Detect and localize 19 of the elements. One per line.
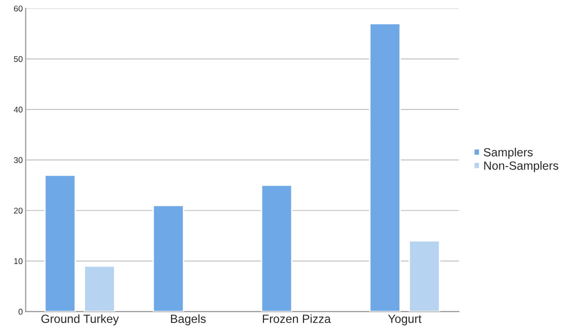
bar <box>44 174 76 312</box>
y-tick-label: 10 <box>14 258 23 264</box>
y-tick-label: 30 <box>14 157 23 164</box>
x-tick-label: Ground Turkey <box>41 314 119 326</box>
bar <box>152 204 184 312</box>
bar <box>369 22 401 312</box>
y-tick-label: 0 <box>18 308 23 315</box>
legend-label: Samplers <box>484 148 533 159</box>
bar <box>84 265 116 312</box>
y-tick-label: 60 <box>14 6 23 12</box>
bar <box>260 184 293 312</box>
legend-label: Non-Samplers <box>484 161 558 172</box>
y-tick-label: 20 <box>14 208 23 214</box>
x-tick-label: Bagels <box>171 314 206 326</box>
y-tick-label: 40 <box>14 106 23 113</box>
x-tick-label: Yogurt <box>388 314 422 326</box>
bar <box>408 240 440 312</box>
x-tick-label: Frozen Pizza <box>262 314 331 323</box>
y-tick-label: 50 <box>14 56 23 62</box>
